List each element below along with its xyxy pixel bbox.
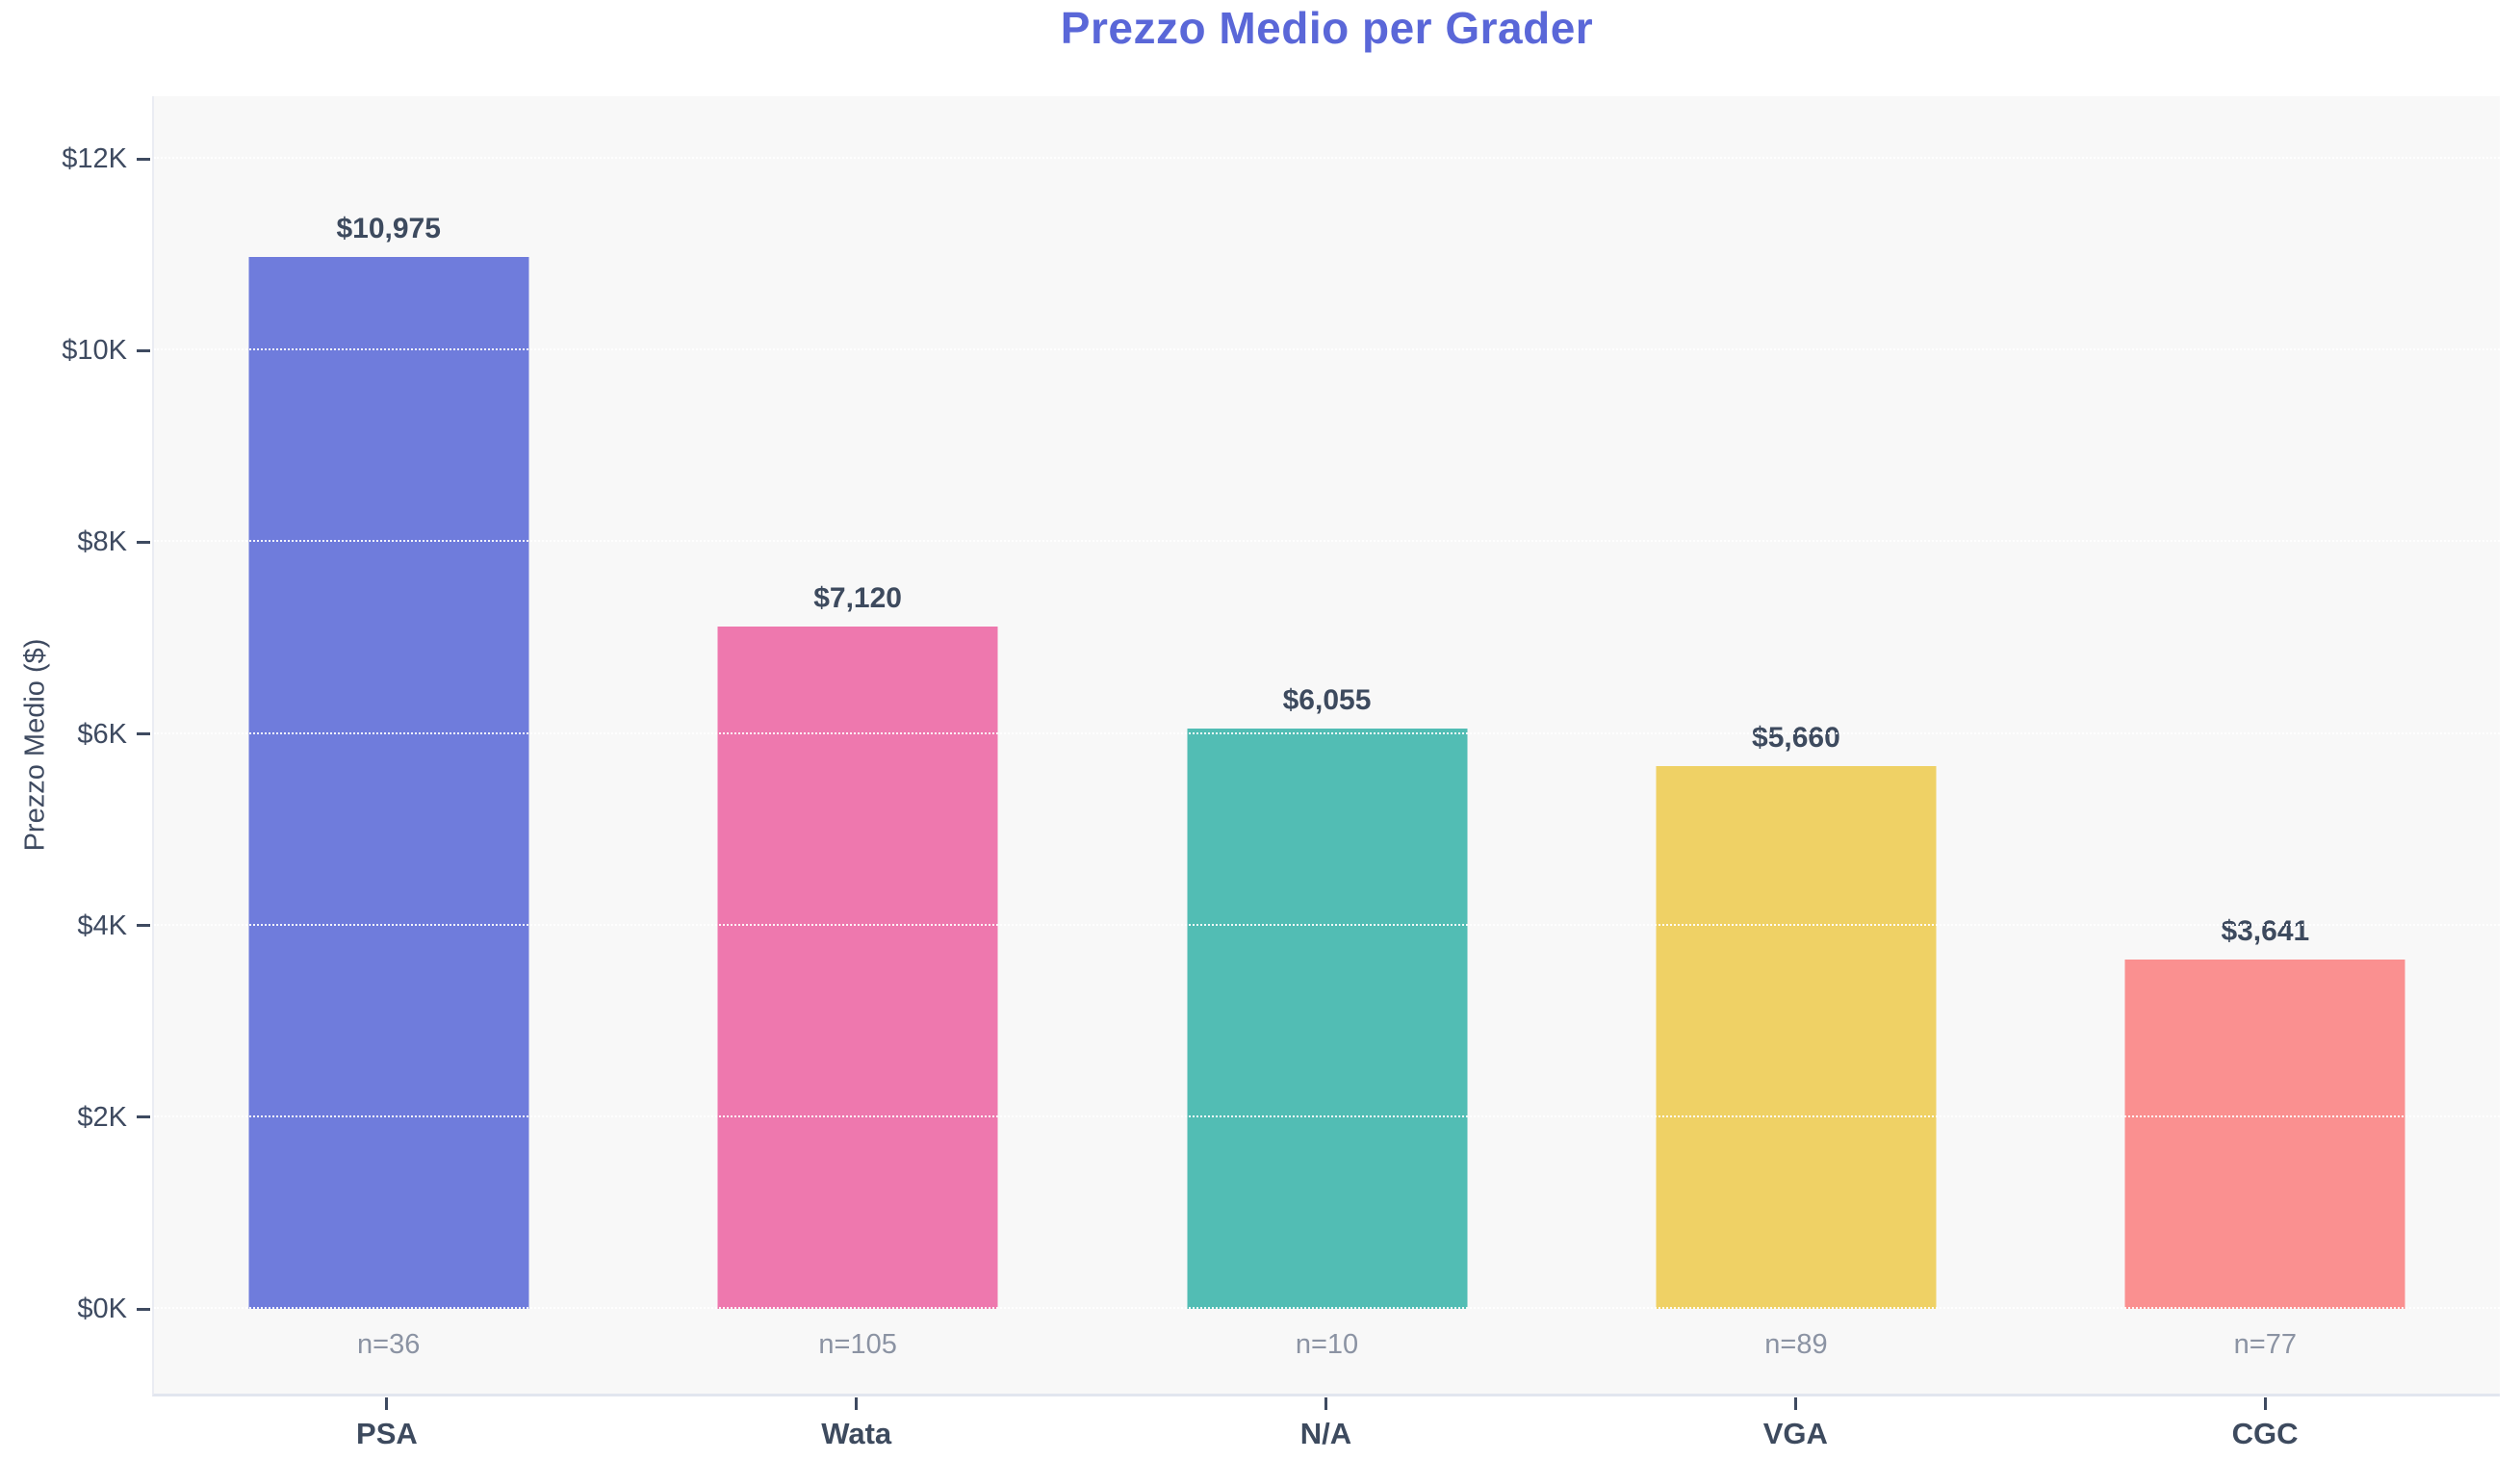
bar-vga: [1656, 766, 1937, 1309]
bar-group: $5,660: [1561, 96, 2030, 1309]
y-tick-mark: [137, 1115, 150, 1119]
bar-group: $6,055: [1093, 96, 1561, 1309]
x-tick-mark: [385, 1397, 389, 1410]
y-tick-label: $8K: [77, 526, 127, 558]
gridline: [154, 923, 2500, 926]
x-category-label: VGA: [1762, 1417, 1828, 1450]
x-tick-mark: [855, 1397, 859, 1410]
x-category-label: Wata: [821, 1417, 892, 1450]
bar-value-label: $5,660: [1752, 722, 1840, 754]
gridline: [154, 1307, 2500, 1309]
bar-count-label: n=10: [1295, 1328, 1359, 1360]
y-tick-mark: [137, 540, 150, 544]
plot-area: $10,975 $7,120 $6,055 $5,660 $3,641 n=36 n=10…: [152, 96, 2500, 1396]
y-tick-label: $10K: [62, 335, 127, 367]
bar-group: $10,975: [154, 96, 623, 1309]
gridline: [154, 348, 2500, 351]
x-tick-mark: [2263, 1397, 2267, 1410]
x-tick-mark: [1793, 1397, 1797, 1410]
x-category-label: N/A: [1299, 1417, 1352, 1450]
bar-value-label: $6,055: [1282, 684, 1372, 716]
x-axis: PSA Wata N/A VGA CGC: [152, 1396, 2500, 1451]
bar-wata: [717, 627, 998, 1309]
y-tick-label: $6K: [77, 718, 127, 750]
bar-cgc: [2124, 960, 2405, 1309]
y-tick-mark: [137, 732, 150, 735]
gridline: [154, 731, 2500, 734]
y-tick-label: $0K: [77, 1294, 127, 1324]
bar-count-label: n=36: [357, 1328, 421, 1360]
y-tick-mark: [137, 157, 150, 161]
x-category-label: CGC: [2231, 1417, 2299, 1450]
gridline: [154, 157, 2500, 159]
x-axis-slot: VGA: [1560, 1396, 2030, 1451]
x-axis-slot: Wata: [622, 1396, 1092, 1451]
x-axis-slot: N/A: [1092, 1396, 1561, 1451]
bars-layer: $10,975 $7,120 $6,055 $5,660 $3,641: [154, 96, 2500, 1309]
x-axis-slot: PSA: [152, 1396, 622, 1451]
sample-counts-layer: n=36 n=105 n=10 n=89 n=77: [154, 1309, 2500, 1394]
bar-psa: [248, 257, 529, 1309]
y-tick-mark: [137, 1307, 150, 1311]
y-tick-mark: [137, 924, 150, 928]
x-tick-mark: [1324, 1397, 1327, 1410]
y-tick-mark: [137, 348, 150, 352]
y-tick-label: $2K: [77, 1101, 127, 1133]
x-axis-slot: CGC: [2030, 1396, 2500, 1451]
bar-count-label: n=105: [818, 1328, 897, 1360]
bar-value-label: $7,120: [813, 582, 902, 614]
bar-count-label: n=77: [2233, 1328, 2297, 1360]
bar-n-a: [1187, 729, 1468, 1309]
y-tick-label: $4K: [77, 909, 127, 941]
bar-value-label: $3,641: [2221, 915, 2310, 947]
bar-value-label: $10,975: [336, 213, 441, 244]
bar-count-label: n=89: [1764, 1328, 1828, 1360]
y-tick-label: $12K: [62, 143, 127, 174]
chart-title: Prezzo Medio per Grader: [1060, 3, 1594, 53]
bar-group: $3,641: [2031, 96, 2500, 1309]
gridline: [154, 540, 2500, 543]
gridline: [154, 1114, 2500, 1117]
bar-group: $7,120: [623, 96, 1092, 1309]
x-category-label: PSA: [356, 1417, 418, 1450]
